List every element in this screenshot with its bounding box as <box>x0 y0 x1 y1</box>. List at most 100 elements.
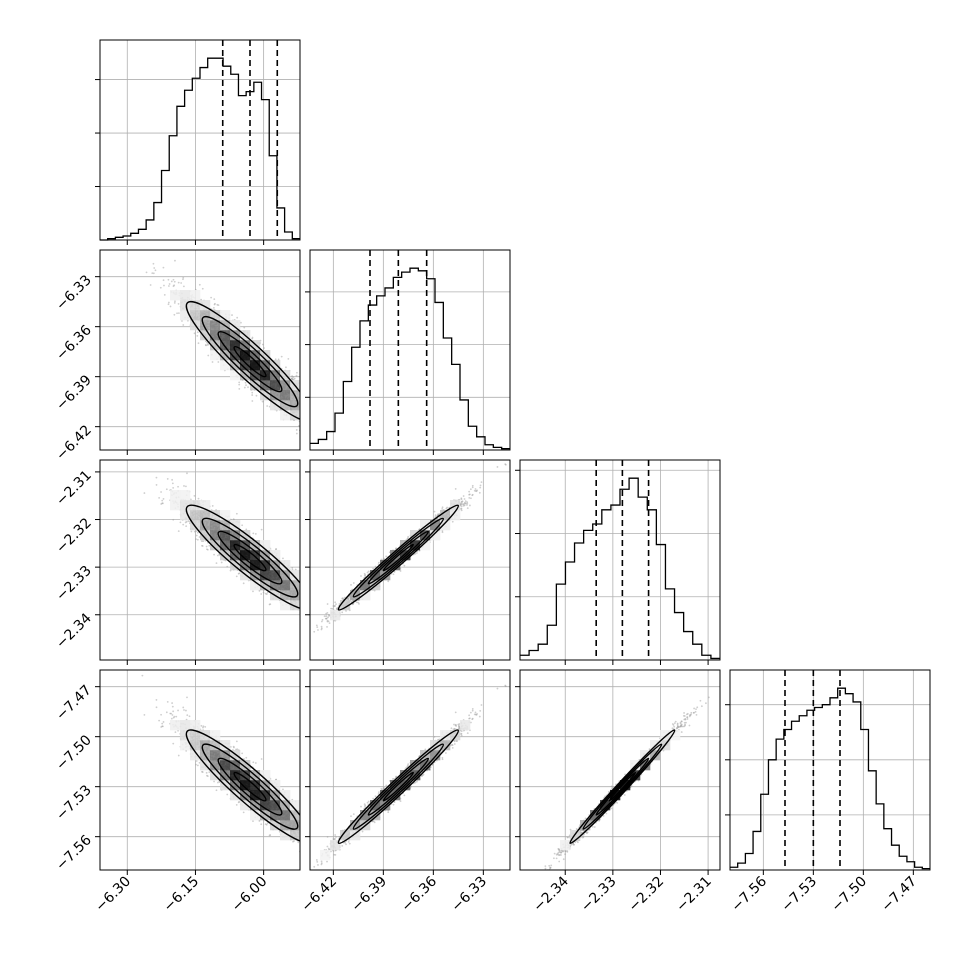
sample-point <box>301 583 303 585</box>
sample-point <box>251 394 254 396</box>
sample-point <box>321 427 323 429</box>
panel-frame <box>309 249 511 451</box>
sample-point <box>304 600 306 602</box>
sample-point <box>186 472 188 475</box>
density-cell <box>180 290 191 301</box>
sample-point <box>182 276 185 279</box>
sample-point <box>303 413 305 415</box>
sample-point <box>351 651 353 653</box>
sample-point <box>311 418 313 420</box>
sample-point <box>196 531 199 534</box>
sample-point <box>172 285 175 288</box>
density-cell <box>190 300 201 311</box>
sample-point <box>205 344 207 347</box>
sample-point <box>196 334 199 337</box>
sample-point <box>316 619 318 621</box>
sample-point <box>141 454 143 456</box>
sample-point <box>331 625 333 627</box>
sample-point <box>238 383 241 386</box>
sample-point <box>312 613 314 615</box>
sample-point <box>304 601 306 603</box>
histogram-step-1 <box>310 267 510 450</box>
sample-point <box>143 492 146 494</box>
sample-point <box>302 399 304 401</box>
sample-point <box>308 398 310 400</box>
sample-point <box>312 405 314 407</box>
sample-point <box>319 434 321 436</box>
sample-point <box>313 584 315 586</box>
sample-point <box>301 430 303 432</box>
sample-point <box>318 428 320 430</box>
sample-point <box>261 343 264 346</box>
x-tick-label: −7.50 <box>829 874 871 916</box>
sample-point <box>307 420 309 422</box>
density-cell <box>210 340 221 351</box>
sample-point <box>304 592 306 594</box>
sample-point <box>206 344 209 346</box>
sample-point <box>149 284 152 286</box>
sample-point <box>226 565 229 568</box>
sample-point <box>301 586 303 588</box>
sample-point <box>325 622 327 624</box>
sample-point <box>183 485 185 487</box>
sample-point <box>303 604 305 606</box>
sample-point <box>243 386 246 389</box>
sample-point <box>331 621 333 623</box>
sample-point <box>320 615 322 617</box>
sample-point <box>302 603 304 605</box>
sample-point <box>285 366 287 369</box>
histogram-panel-2 <box>515 459 721 665</box>
sample-point <box>306 422 308 424</box>
sample-point <box>310 399 312 401</box>
density-cell <box>180 300 191 311</box>
sample-point <box>337 428 339 430</box>
sample-point <box>300 404 302 406</box>
sample-point <box>316 420 318 422</box>
sample-point <box>331 433 333 435</box>
sample-point <box>326 425 328 427</box>
sample-point <box>295 432 298 435</box>
sample-point <box>312 403 314 405</box>
sample-point <box>162 498 165 500</box>
sample-point <box>328 433 330 435</box>
density-cell <box>240 370 251 381</box>
density-cell <box>210 310 221 321</box>
density-cell <box>270 360 281 371</box>
sample-point <box>303 404 305 406</box>
sample-point <box>153 267 156 269</box>
sample-point <box>306 419 308 421</box>
sample-point <box>213 298 216 301</box>
sample-point <box>151 272 154 274</box>
contour-level <box>185 300 300 423</box>
sample-point <box>328 411 330 413</box>
sample-point <box>327 432 329 434</box>
sample-point <box>238 381 241 384</box>
sample-point <box>255 394 258 397</box>
sample-point <box>193 530 196 533</box>
sample-point <box>320 429 322 431</box>
sample-point <box>303 412 305 414</box>
sample-point <box>302 414 304 416</box>
sample-point <box>291 375 294 377</box>
sample-point <box>301 610 303 612</box>
sample-point <box>195 534 198 537</box>
density-cell <box>260 370 271 381</box>
sample-point <box>315 421 317 423</box>
density-cell <box>270 370 281 381</box>
sample-point <box>173 280 176 283</box>
sample-point <box>251 336 254 339</box>
density-cell <box>180 310 191 321</box>
density-panel-2-0: −2.34−2.33−2.32−2.31 <box>53 454 353 665</box>
sample-point <box>263 347 265 349</box>
sample-point <box>310 429 312 431</box>
sample-point <box>152 262 155 265</box>
sample-point <box>314 404 316 406</box>
density-cell <box>270 400 281 411</box>
sample-point <box>308 416 310 418</box>
sample-point <box>322 434 324 436</box>
density-cell <box>230 350 241 361</box>
sample-point <box>303 614 305 616</box>
sample-point <box>251 391 254 394</box>
sample-point <box>313 434 315 436</box>
sample-point <box>300 406 302 408</box>
